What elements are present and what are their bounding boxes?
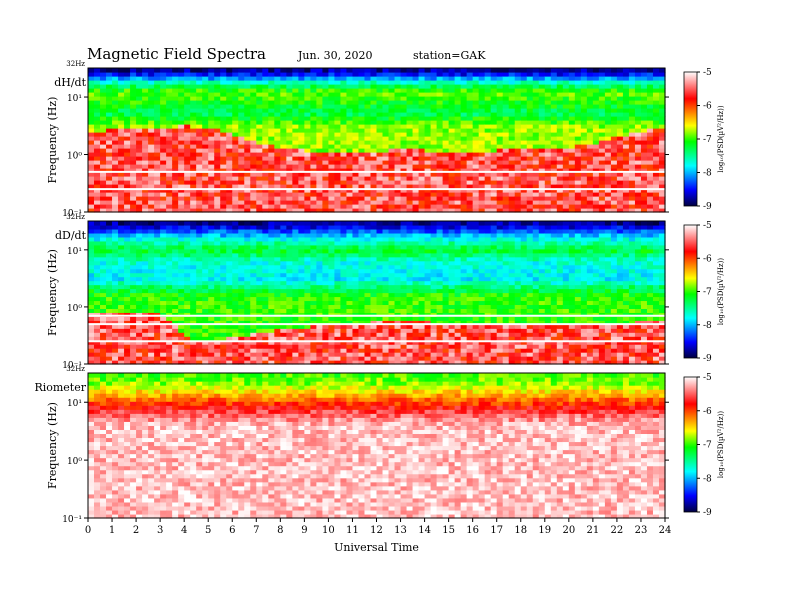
y-top-label: 32Hz bbox=[66, 213, 85, 221]
x-tick-label: 9 bbox=[301, 525, 307, 536]
x-tick-label: 12 bbox=[370, 525, 383, 536]
y-tick-label: 10⁻¹ bbox=[62, 515, 82, 525]
y-tick-label: 10⁻¹ bbox=[62, 209, 82, 219]
colorbar-tick-label: -5 bbox=[703, 68, 712, 78]
colorbar-label: log₁₀(PSD(µV²/Hz)) bbox=[717, 105, 725, 172]
x-tick-label: 17 bbox=[490, 525, 503, 536]
colorbar-label: log₁₀(PSD(µV²/Hz)) bbox=[717, 411, 725, 478]
date-label: Jun. 30, 2020 bbox=[298, 49, 373, 62]
x-tick-label: 11 bbox=[346, 525, 359, 536]
plot-frame bbox=[87, 220, 666, 365]
y-tick-label: 10⁰ bbox=[67, 457, 82, 467]
x-tick-label: 3 bbox=[157, 525, 163, 536]
x-tick-label: 18 bbox=[514, 525, 527, 536]
x-tick-label: 14 bbox=[418, 525, 431, 536]
colorbar-tick-label: -9 bbox=[703, 354, 712, 364]
y-tick-label: 10¹ bbox=[67, 247, 82, 257]
colorbar bbox=[683, 71, 698, 207]
x-tick-label: 2 bbox=[133, 525, 139, 536]
x-tick-label: 5 bbox=[205, 525, 211, 536]
x-tick-label: 13 bbox=[394, 525, 407, 536]
panel-label: dD/dt bbox=[55, 229, 87, 242]
y-tick-label: 10¹ bbox=[67, 399, 82, 409]
x-tick-label: 15 bbox=[442, 525, 455, 536]
y-top-label: 32Hz bbox=[66, 60, 85, 68]
colorbar-tick-label: -6 bbox=[703, 254, 712, 264]
x-tick-label: 19 bbox=[538, 525, 551, 536]
x-tick-label: 0 bbox=[85, 525, 91, 536]
colorbar-tick-label: -5 bbox=[703, 221, 712, 231]
x-tick-label: 4 bbox=[181, 525, 187, 536]
x-tick-label: 22 bbox=[611, 525, 624, 536]
colorbar-tick-label: -6 bbox=[703, 407, 712, 417]
colorbar-tick-label: -9 bbox=[703, 202, 712, 212]
colorbar-tick-label: -6 bbox=[703, 102, 712, 112]
x-tick-label: 8 bbox=[277, 525, 283, 536]
colorbar-tick-label: -7 bbox=[703, 135, 712, 145]
y-axis-label: Frequency (Hz) bbox=[46, 249, 59, 336]
y-tick-label: 10⁰ bbox=[67, 304, 82, 314]
colorbar-tick-label: -8 bbox=[703, 169, 712, 179]
x-tick-label: 1 bbox=[109, 525, 115, 536]
spectrogram-panel-3: 10⁻¹ 10⁰ 10¹ 32Hz Riometer Frequency (Hz) -9 -8… bbox=[34, 365, 725, 525]
x-tick-label: 16 bbox=[466, 525, 479, 536]
station-label: station=GAK bbox=[413, 49, 486, 62]
plot-frame bbox=[87, 67, 666, 213]
y-tick-label: 10⁻¹ bbox=[62, 361, 82, 371]
colorbar-tick-label: -8 bbox=[703, 321, 712, 331]
figure-title: Magnetic Field Spectra bbox=[87, 45, 266, 63]
x-tick-label: 24 bbox=[659, 525, 672, 536]
x-tick-label: 7 bbox=[253, 525, 259, 536]
x-tick-label: 10 bbox=[322, 525, 335, 536]
y-tick-label: 10⁰ bbox=[67, 152, 82, 162]
panel-label: dH/dt bbox=[54, 76, 86, 89]
x-tick-label: 6 bbox=[229, 525, 235, 536]
colorbar-tick-label: -8 bbox=[703, 474, 712, 484]
colorbar bbox=[683, 224, 698, 359]
colorbar bbox=[683, 376, 698, 513]
panel-label: Riometer bbox=[34, 381, 86, 394]
heatmap-cells bbox=[88, 221, 666, 365]
colorbar-tick-label: -5 bbox=[703, 373, 712, 383]
heatmap-cells bbox=[88, 373, 666, 519]
x-tick-label: 20 bbox=[562, 525, 575, 536]
colorbar-tick-label: -9 bbox=[703, 508, 712, 518]
y-axis-label: Frequency (Hz) bbox=[46, 97, 59, 184]
y-top-label: 32Hz bbox=[66, 365, 85, 373]
y-tick-label: 10¹ bbox=[67, 94, 82, 104]
x-tick-label: 23 bbox=[635, 525, 648, 536]
colorbar-label: log₁₀(PSD(µV²/Hz)) bbox=[717, 258, 725, 325]
spectrogram-panel-2: 10⁻¹ 10⁰ 10¹ 32Hz dD/dt Frequency (Hz) -9 -8 -7 -… bbox=[46, 213, 725, 371]
x-tick-label: 21 bbox=[587, 525, 600, 536]
x-axis-label: Universal Time bbox=[334, 541, 419, 554]
colorbar-tick-label: -7 bbox=[703, 441, 712, 451]
spectrogram-panel-1: 10⁻¹ 10⁰ 10¹ 32Hz dH/dt Frequency (Hz) -9 -8 -7 -… bbox=[46, 60, 725, 219]
colorbar-tick-label: -7 bbox=[703, 288, 712, 298]
heatmap-cells bbox=[88, 68, 666, 213]
y-axis-label: Frequency (Hz) bbox=[46, 402, 59, 489]
